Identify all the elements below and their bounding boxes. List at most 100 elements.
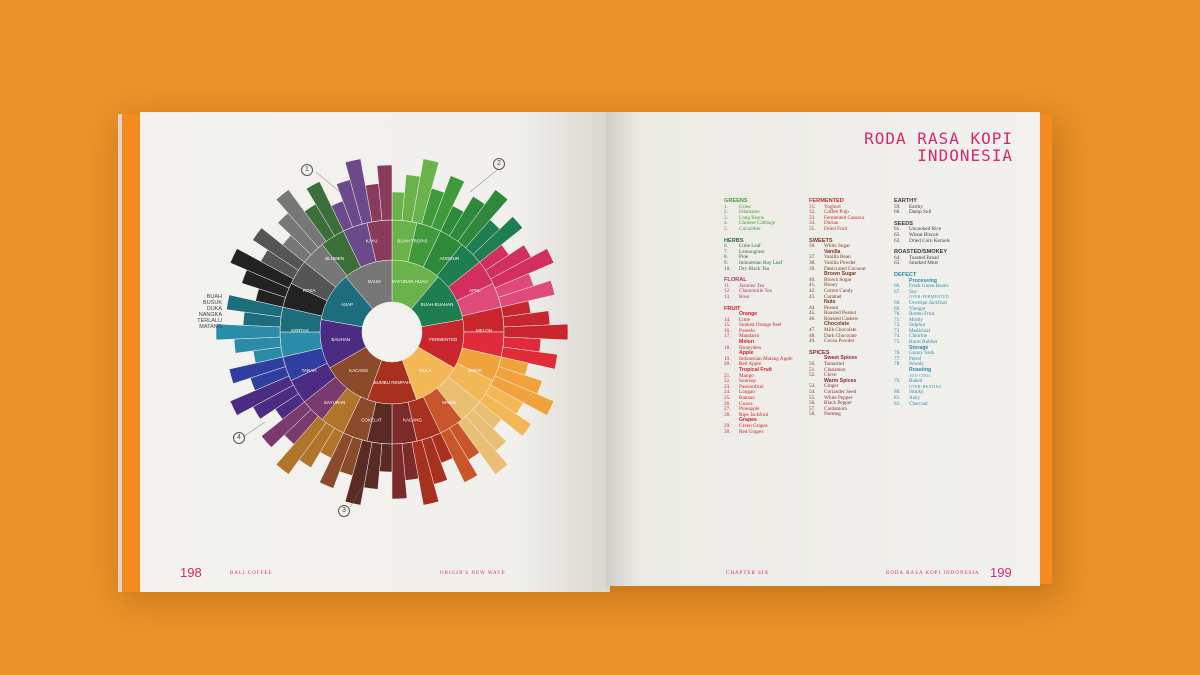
legend-item-number: 64. xyxy=(894,254,901,261)
legend-item-label: Pine xyxy=(739,254,749,261)
legend-item-number: 33. xyxy=(809,214,816,221)
callout-3: 3 xyxy=(338,505,350,517)
legend-item-label: Warm Spices xyxy=(824,377,857,384)
legend-item-number: 12. xyxy=(724,288,731,295)
legend-item-number: 31. xyxy=(809,203,816,210)
legend-item-number: 56. xyxy=(809,400,816,407)
legend-item: 41. Honey xyxy=(809,283,899,289)
legend-item: 18. Honeydew xyxy=(724,344,814,352)
legend-item-label: Passionfruit xyxy=(739,383,764,390)
legend-item: 68. Overripe Jackfruit xyxy=(894,300,984,307)
legend-item-label: Honey xyxy=(824,282,838,289)
folio-right: 199 xyxy=(990,565,1012,580)
legend-item-label: Caramel xyxy=(824,293,842,300)
legend-item-number: 81. xyxy=(894,395,901,401)
legend-item-number: 20. xyxy=(724,361,731,368)
title-line: RODA RASA KOPI xyxy=(864,129,1013,148)
legend-item: 28. Ripe Jackfruit xyxy=(724,412,814,419)
side-note-line: MATANG xyxy=(199,324,222,330)
legend-item-number: 69. xyxy=(894,305,901,312)
wheel-outer-label: COKELAT xyxy=(361,418,382,423)
legend-item-number: 74. xyxy=(894,333,901,340)
legend-item-number: 55. xyxy=(809,394,816,401)
legend-item-label: Woody xyxy=(909,361,924,368)
legend-item: 36. White Sugar xyxy=(809,243,899,250)
wheel-outer-label: MELON xyxy=(476,328,492,333)
legend-item-number: 37. xyxy=(809,254,816,261)
legend-item-label: over-fermented xyxy=(909,295,949,300)
legend-item-number: 51. xyxy=(809,366,816,373)
legend-item: 59. Earthy xyxy=(894,203,984,211)
legend-item-label: Long Beans xyxy=(739,214,764,221)
wheel-outer-label: KACANG xyxy=(403,418,423,423)
legend-item-label: Moldy xyxy=(909,316,923,323)
legend-item: 9. Indonesian Bay Leaf xyxy=(724,259,814,267)
legend-item: 2. Edamame xyxy=(724,209,814,216)
legend-item: 12. Chamomile Tea xyxy=(724,289,814,295)
legend-item-number: 72. xyxy=(894,322,901,329)
legend-item-label: Cinnamon xyxy=(824,366,846,373)
wheel-inner-label: ASAP xyxy=(341,302,353,307)
legend-item-label: Tropical Fruit xyxy=(739,367,772,374)
legend-item-number: 41. xyxy=(809,282,816,289)
legend-item-number: 63. xyxy=(894,237,901,244)
wheel-inner-label: KACANG xyxy=(349,368,369,373)
legend-item-number: 23. xyxy=(724,383,731,390)
legend-item-label: Baked xyxy=(909,378,923,385)
legend-item: 14. Lime xyxy=(724,316,814,324)
legend-item-label: Mandarin xyxy=(739,333,760,340)
wheel-inner-label: BAUHAN xyxy=(331,337,350,342)
legend-item-label: Indonesian Bay Leaf xyxy=(739,259,783,266)
legend-item-number: 34. xyxy=(809,220,816,227)
legend-item-label: Lime xyxy=(739,316,750,323)
legend-item-number: 4. xyxy=(724,220,728,227)
legend-item-number: 78. xyxy=(894,361,901,368)
legend-section-title: ROASTED/SMOKEY xyxy=(894,249,948,256)
legend-item-label: Cucumber xyxy=(739,225,761,232)
legend-subheading: over-heating xyxy=(894,385,984,391)
wheel-inner-label: GULA xyxy=(419,368,431,373)
legend-item: 29. Green Grapes xyxy=(724,423,814,430)
legend-item-number: 70. xyxy=(894,311,901,318)
legend-item-number: 71. xyxy=(894,316,901,323)
legend-item-label: Cocoa Powder xyxy=(824,338,855,345)
legend-item: 63. Dried Corn Kernels xyxy=(894,237,984,245)
legend-item: 50. Tamarind xyxy=(809,361,899,368)
legend-item-number: 9. xyxy=(724,259,728,266)
legend-item: 11. Jasmine Tea xyxy=(724,283,814,290)
legend-item-number: 61. xyxy=(894,226,901,233)
legend-item-label: Chlorine xyxy=(909,333,928,340)
wheel-outer-label: SAYURAN xyxy=(324,400,345,405)
legend-item-label: Honeydew xyxy=(739,344,762,351)
legend-item: 33. Fermented Cassava xyxy=(809,214,899,222)
legend-item-label: Sulphur xyxy=(909,322,926,329)
legend-section-title: FLORAL xyxy=(724,277,747,284)
folio-left: 198 xyxy=(180,565,202,580)
legend-section-title: DEFECT xyxy=(894,271,917,278)
legend-item: 15. Sunkist Orange Peel xyxy=(724,322,814,329)
legend-item-number: 66. xyxy=(894,283,901,290)
legend-item-label: Soy xyxy=(909,288,918,295)
legend-item-number: 24. xyxy=(724,389,731,396)
legend-item-number: 13. xyxy=(724,293,731,300)
legend-section-title: SEEDS xyxy=(894,220,913,227)
legend-item-label: Yoghurt xyxy=(824,203,841,210)
legend-item-label: Earthy xyxy=(909,203,923,210)
right-page: CHAPTER SIX RODA RASA KOPI INDONESIA 199 xyxy=(606,112,1040,586)
legend-item-label: Clove xyxy=(824,372,837,379)
legend-item: 66. Fresh Green Beans xyxy=(894,283,984,290)
legend-item: 47. Milk Chocolate xyxy=(809,327,899,334)
legend-item-number: 5. xyxy=(724,225,728,232)
legend-item-number: 25. xyxy=(724,395,731,401)
legend-subheading: Grapes xyxy=(724,418,814,424)
legend-subheading: Warm Spices xyxy=(809,377,899,385)
legend-item: 20. Red Apple xyxy=(724,362,814,368)
legend-column-1: GREENS 1. Grass 2. Edamame 3. Long Beans 4. Chin… xyxy=(724,198,814,435)
legend-item-number: 1. xyxy=(724,203,728,210)
legend-item: 31. Yoghurt xyxy=(809,203,899,211)
legend-item: 76. Gunny Sack xyxy=(894,350,984,357)
legend-item: 35. Dried Fruit xyxy=(809,226,899,233)
legend-item: 69. Vinegar xyxy=(894,305,984,313)
legend-item-number: 17. xyxy=(724,333,731,340)
legend-item: 64. Toasted Bread xyxy=(894,254,984,262)
